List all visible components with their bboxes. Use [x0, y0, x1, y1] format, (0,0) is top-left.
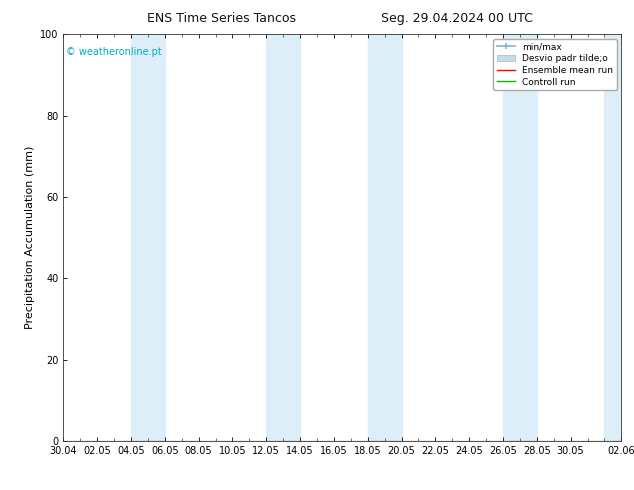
- Text: © weatheronline.pt: © weatheronline.pt: [66, 47, 162, 56]
- Bar: [266, 34, 300, 441]
- Bar: [604, 34, 634, 441]
- Bar: [131, 34, 165, 441]
- Legend: min/max, Desvio padr tilde;o, Ensemble mean run, Controll run: min/max, Desvio padr tilde;o, Ensemble m…: [493, 39, 617, 90]
- Text: ENS Time Series Tancos: ENS Time Series Tancos: [147, 12, 297, 25]
- Bar: [503, 34, 537, 441]
- Y-axis label: Precipitation Accumulation (mm): Precipitation Accumulation (mm): [25, 146, 35, 329]
- Bar: [368, 34, 401, 441]
- Text: Seg. 29.04.2024 00 UTC: Seg. 29.04.2024 00 UTC: [380, 12, 533, 25]
